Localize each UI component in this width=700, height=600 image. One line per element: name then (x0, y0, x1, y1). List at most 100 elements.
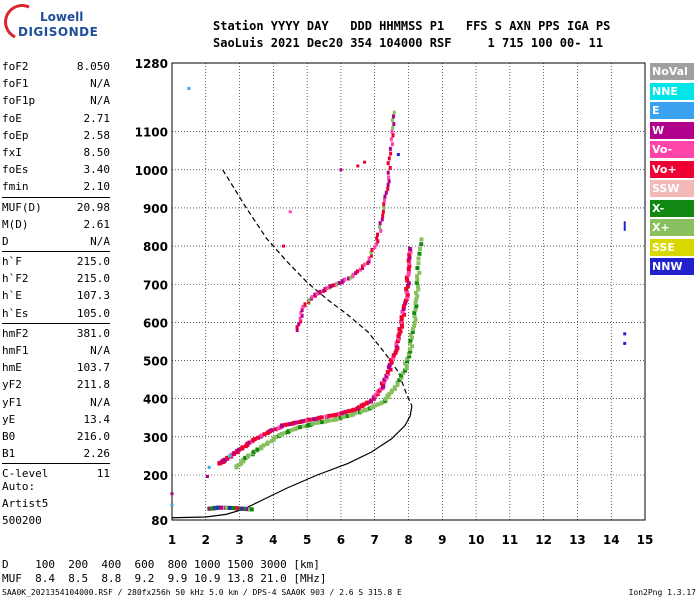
o-mode-trace-mark (399, 315, 404, 320)
muf-values: MUF 8.4 8.5 8.8 9.2 9.9 10.9 13.8 21.0 [… (2, 572, 327, 585)
o-mode-trace-mark (406, 272, 411, 277)
param-value: 20.98 (76, 200, 110, 214)
o-mode-trace-mark (407, 264, 412, 269)
es-trace-mark (209, 506, 214, 511)
o-mode-trace-mark (352, 407, 357, 412)
x-tick-label: 6 (337, 533, 345, 547)
o-mode-trace-mark (382, 377, 387, 382)
param-name: fxI (2, 145, 22, 159)
x-mode-trace-mark (236, 462, 241, 467)
param-row: C-level 11 (2, 465, 110, 482)
legend-item: X- (650, 199, 694, 217)
x-mode-trace-mark (255, 447, 260, 452)
es-trace-mark (249, 507, 254, 512)
x-mode-trace-mark (326, 418, 331, 423)
x-mode-trace-mark (407, 354, 412, 359)
x-mode-trace-mark (416, 256, 421, 261)
param-name: foEp (2, 128, 29, 142)
param-value: 2.10 (83, 180, 111, 194)
param-value: 11 (96, 467, 110, 481)
o-mode-trace-mark (407, 261, 412, 266)
multihop-trace-mark (337, 281, 341, 286)
param-value: 2.71 (83, 111, 111, 125)
o-mode-trace-mark (406, 267, 411, 271)
x-mode-trace-mark (403, 368, 408, 373)
o-mode-trace-mark (405, 295, 410, 300)
param-value: N/A (90, 344, 110, 357)
x-mode-trace-mark (407, 347, 412, 352)
o-mode-trace-mark (283, 422, 288, 427)
o-mode-trace-mark (311, 417, 316, 422)
o-mode-trace-mark (347, 409, 352, 414)
multihop-trace-mark (384, 190, 388, 195)
o-mode-trace-mark (401, 307, 406, 312)
o-mode-trace-mark (405, 284, 410, 289)
multihop-trace-mark (390, 142, 394, 147)
x-mode-trace-mark (348, 413, 353, 418)
x-mode-trace-mark (383, 396, 388, 401)
o-mode-trace-mark (395, 339, 400, 344)
nnw-echo-bar (623, 221, 626, 231)
footer-file-info: SAA0K_2021354104000.RSF / 280fx256h 50 k… (2, 588, 402, 597)
multihop-trace-mark (375, 242, 379, 247)
x-mode-trace-mark (415, 277, 420, 282)
param-row: B1 2.26 (2, 445, 110, 462)
param-name: M(D) (2, 217, 29, 231)
x-mode-trace-mark (351, 411, 356, 416)
multihop-trace-mark (388, 146, 392, 151)
o-mode-trace-mark (399, 317, 404, 322)
o-mode-trace-mark (344, 409, 349, 414)
x-mode-trace-mark (259, 444, 264, 449)
o-mode-trace-mark (341, 410, 346, 415)
x-mode-trace-mark (298, 425, 303, 430)
param-value: 381.0 (76, 326, 110, 340)
multihop-trace-mark (299, 319, 303, 324)
legend-item: W (650, 121, 694, 139)
multihop-trace-mark (386, 183, 390, 188)
o-mode-trace-mark (406, 269, 411, 274)
multihop-trace-mark (346, 276, 350, 281)
muf-table: D 100 200 400 600 800 1000 1500 3000 [km… (2, 558, 327, 586)
param-row: D N/A (2, 233, 110, 250)
param-row: hmE 103.7 (2, 359, 110, 376)
o-mode-trace-mark (252, 436, 257, 441)
multihop-trace-mark (323, 287, 327, 292)
o-mode-trace-mark (305, 418, 310, 423)
multihop-trace-mark (310, 295, 314, 300)
multihop-trace-mark (318, 289, 322, 294)
x-mode-trace-mark (397, 378, 402, 383)
multihop-trace-mark (329, 283, 333, 288)
y-tick-label: 200 (143, 469, 168, 483)
multihop-trace-mark (354, 271, 358, 276)
x-mode-trace-mark (418, 246, 423, 251)
scatter-point (187, 87, 191, 91)
x-tick-label: 8 (404, 533, 412, 547)
x-mode-trace-mark (403, 361, 408, 366)
multihop-trace-mark (307, 297, 311, 302)
multihop-trace-mark (301, 305, 305, 310)
o-mode-trace-mark (400, 324, 405, 329)
multihop-trace-mark (381, 213, 385, 218)
x-mode-trace-mark (404, 363, 409, 368)
o-mode-trace-mark (327, 413, 332, 418)
es-trace-mark (232, 506, 237, 511)
autoscaling-info: Auto: Artist5 500200 (2, 478, 48, 529)
multihop-trace-mark (387, 156, 391, 161)
x-mode-trace-mark (408, 349, 413, 354)
param-name: B1 (2, 447, 16, 461)
param-row: fmin 2.10 (2, 178, 110, 195)
multihop-trace-mark (303, 302, 307, 307)
o-mode-trace-mark (397, 327, 402, 332)
param-name: yE (2, 412, 16, 426)
x-mode-trace-mark (339, 415, 344, 420)
x-mode-trace-mark (408, 332, 413, 337)
multihop-trace-mark (382, 198, 386, 203)
o-mode-trace-mark (319, 415, 324, 420)
o-mode-trace-mark (398, 329, 403, 334)
x-mode-trace-mark (387, 391, 392, 396)
x-mode-trace-mark (417, 270, 422, 275)
o-mode-trace-mark (404, 289, 409, 294)
o-mode-trace-mark (405, 292, 410, 297)
legend-item: SSW (650, 180, 694, 197)
es-trace-mark (240, 506, 245, 511)
